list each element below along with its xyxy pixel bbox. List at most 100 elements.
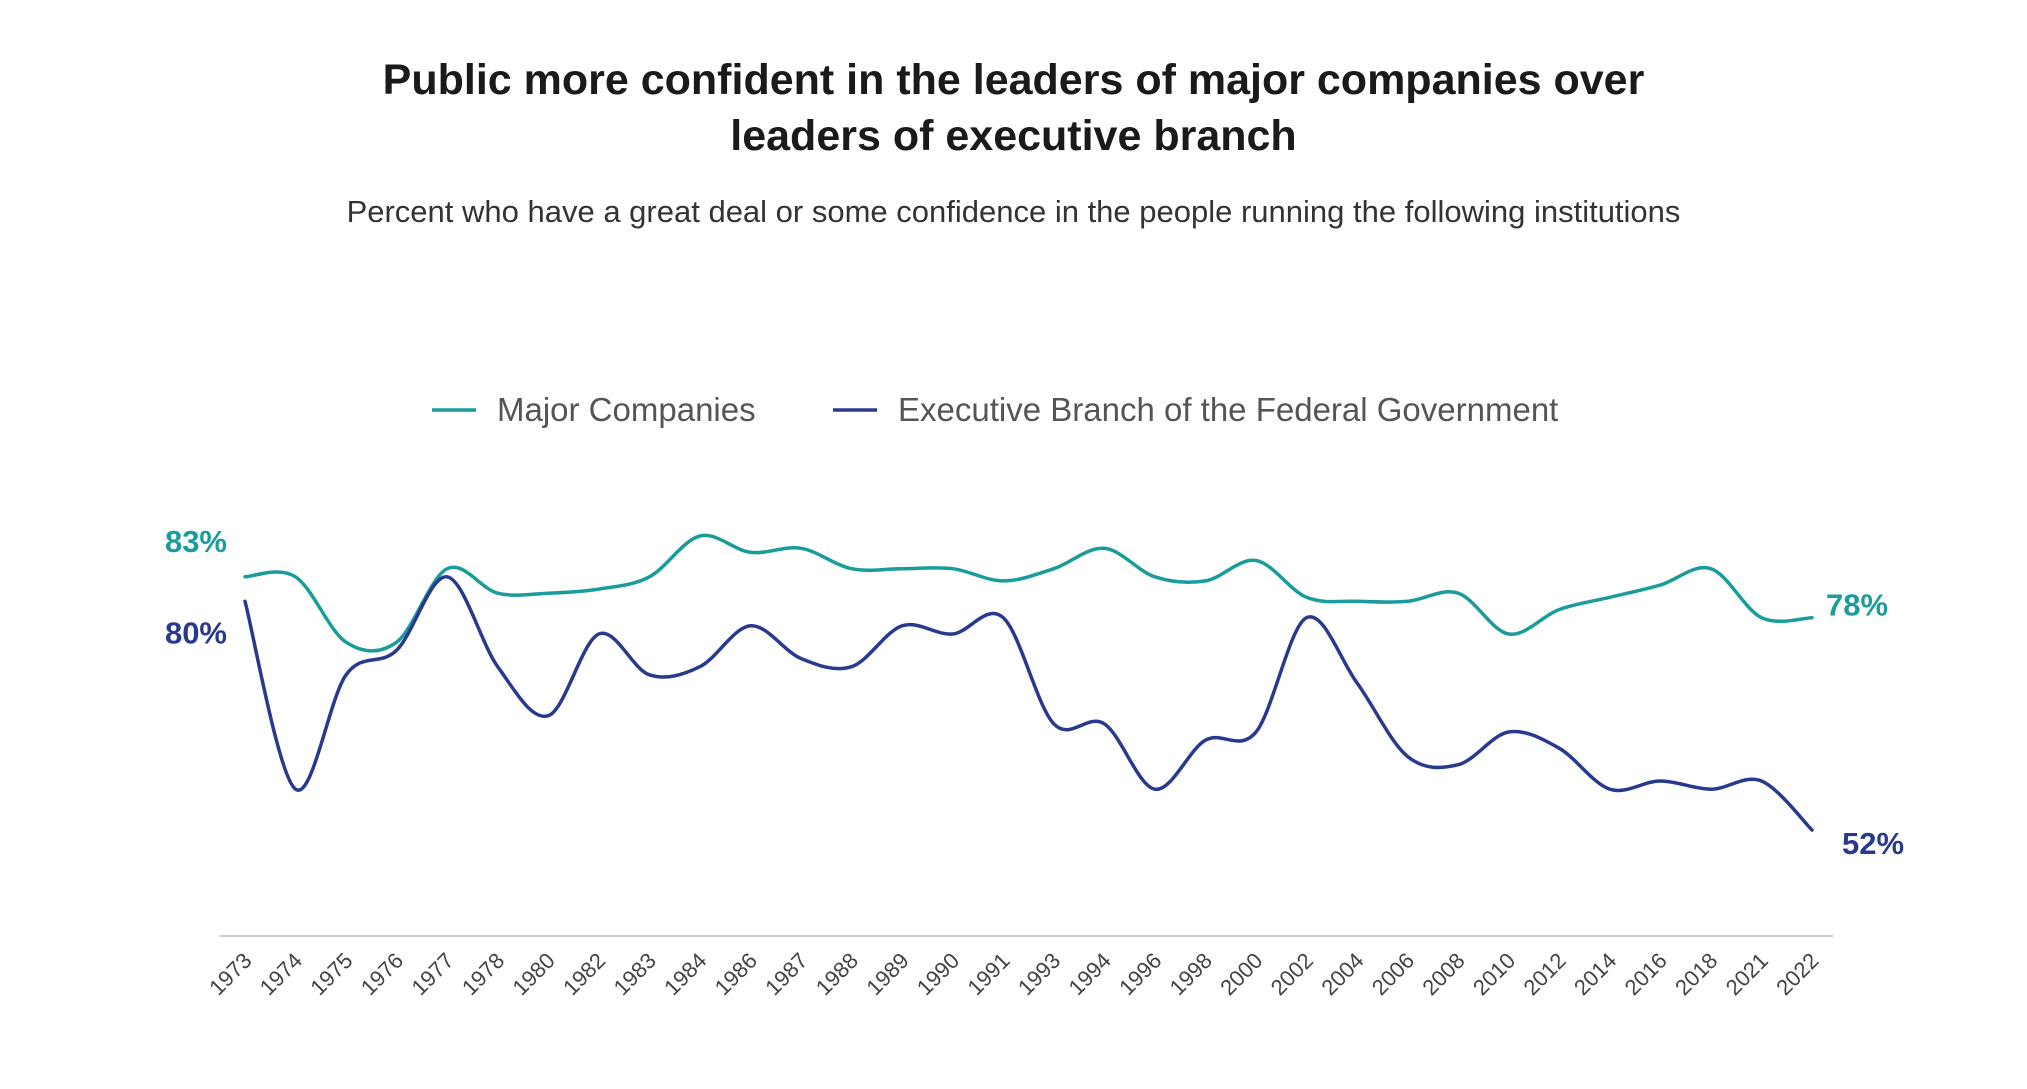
x-tick-label-2014: 2014 bbox=[1569, 948, 1621, 1000]
x-tick-label-2012: 2012 bbox=[1519, 948, 1571, 1000]
series-1-point-1984 bbox=[698, 665, 701, 668]
series-0-start-label: 83% bbox=[165, 524, 227, 559]
series-1-point-1975 bbox=[345, 673, 348, 676]
series-0-point-2002 bbox=[1305, 596, 1308, 599]
series-0-point-1973 bbox=[244, 575, 247, 578]
series-0-point-2000 bbox=[1254, 559, 1257, 562]
series-1-point-2014 bbox=[1608, 788, 1611, 791]
series-1-start-label: 80% bbox=[165, 615, 227, 650]
series-1-point-1974 bbox=[294, 788, 297, 791]
series-0-point-2010 bbox=[1507, 633, 1510, 636]
chart-title-line-2: leaders of executive branch bbox=[730, 112, 1297, 160]
x-tick-label-1990: 1990 bbox=[912, 948, 964, 1000]
series-line-1 bbox=[243, 575, 1814, 832]
series-0-point-1980 bbox=[547, 592, 550, 595]
x-tick-label-1978: 1978 bbox=[457, 948, 509, 1000]
series-1-point-2006 bbox=[1406, 755, 1409, 758]
series-1-point-2022 bbox=[1811, 829, 1814, 832]
series-0-point-1996 bbox=[1153, 575, 1156, 578]
series-1-point-2012 bbox=[1558, 747, 1561, 750]
x-tick-label-1993: 1993 bbox=[1013, 948, 1065, 1000]
x-tick-label-2002: 2002 bbox=[1266, 948, 1318, 1000]
series-0-point-1977 bbox=[446, 567, 449, 570]
series-0-point-1987 bbox=[800, 547, 803, 550]
x-tick-label-1994: 1994 bbox=[1064, 948, 1116, 1000]
x-tick-label-2016: 2016 bbox=[1620, 948, 1672, 1000]
series-0-point-1983 bbox=[648, 575, 651, 578]
series-1-point-1998 bbox=[1204, 739, 1207, 742]
series-0-point-1994 bbox=[1103, 547, 1106, 550]
chart-title-line-1: Public more confident in the leaders of … bbox=[382, 56, 1645, 104]
series-0-end-label: 78% bbox=[1826, 588, 1888, 623]
x-tick-label-2021: 2021 bbox=[1721, 948, 1773, 1000]
series-0-point-2008 bbox=[1457, 592, 1460, 595]
x-tick-label-1982: 1982 bbox=[558, 948, 610, 1000]
x-tick-label-1980: 1980 bbox=[508, 948, 560, 1000]
series-1-point-1977 bbox=[446, 575, 449, 578]
series-0-point-1984 bbox=[698, 535, 701, 538]
legend: Major Companies Executive Branch of the F… bbox=[432, 391, 1558, 428]
x-tick-label-1974: 1974 bbox=[255, 948, 307, 1000]
series-1-point-2004 bbox=[1356, 682, 1359, 685]
x-tick-label-2008: 2008 bbox=[1417, 948, 1469, 1000]
x-tick-label-2000: 2000 bbox=[1215, 948, 1267, 1000]
x-tick-label-1977: 1977 bbox=[406, 948, 458, 1000]
series-1-point-1993 bbox=[1052, 722, 1055, 725]
legend-label-1: Executive Branch of the Federal Governme… bbox=[898, 391, 1558, 428]
series-1-point-1980 bbox=[547, 714, 550, 717]
series-0-point-1991 bbox=[1002, 579, 1005, 582]
series-1-point-2016 bbox=[1659, 780, 1662, 783]
series-0-point-2014 bbox=[1608, 596, 1611, 599]
series-1-point-1990 bbox=[951, 633, 954, 636]
series-0-point-2022 bbox=[1811, 616, 1814, 619]
x-tick-label-1983: 1983 bbox=[609, 948, 661, 1000]
series-0-point-2012 bbox=[1558, 608, 1561, 611]
chart-title: Public more confident in the leaders of … bbox=[0, 52, 2027, 164]
legend-label-0: Major Companies bbox=[497, 391, 756, 428]
x-tick-label-1973: 1973 bbox=[204, 948, 256, 1000]
series-0-point-2006 bbox=[1406, 600, 1409, 603]
series-0-point-1993 bbox=[1052, 567, 1055, 570]
series-1-point-1994 bbox=[1103, 722, 1106, 725]
series-0-point-1988 bbox=[850, 567, 853, 570]
series-1-point-2010 bbox=[1507, 731, 1510, 734]
series-0-point-1998 bbox=[1204, 579, 1207, 582]
x-tick-label-2004: 2004 bbox=[1316, 948, 1368, 1000]
label-layer: 83% 78% 80% 52% bbox=[165, 524, 1904, 861]
x-tick-label-1986: 1986 bbox=[710, 948, 762, 1000]
series-1-point-1978 bbox=[496, 665, 499, 668]
series-layer bbox=[243, 533, 1814, 832]
series-1-point-2021 bbox=[1760, 780, 1763, 783]
x-tick-label-1988: 1988 bbox=[811, 948, 863, 1000]
series-line-0 bbox=[243, 533, 1814, 653]
series-1-point-1996 bbox=[1153, 788, 1156, 791]
x-tick-labels: 1973197419751976197719781980198219831984… bbox=[204, 948, 1823, 1000]
series-0-point-1975 bbox=[345, 641, 348, 644]
x-tick-label-1989: 1989 bbox=[861, 948, 913, 1000]
series-0-point-2018 bbox=[1709, 567, 1712, 570]
series-0-point-1986 bbox=[749, 551, 752, 554]
x-tick-label-1996: 1996 bbox=[1114, 948, 1166, 1000]
series-1-point-2002 bbox=[1305, 616, 1308, 619]
x-tick-label-1975: 1975 bbox=[305, 948, 357, 1000]
series-0-point-2021 bbox=[1760, 616, 1763, 619]
x-tick-label-1991: 1991 bbox=[962, 948, 1014, 1000]
x-tick-label-1976: 1976 bbox=[356, 948, 408, 1000]
chart-subtitle: Percent who have a great deal or some co… bbox=[346, 194, 1681, 229]
series-0-point-1990 bbox=[951, 567, 954, 570]
x-tick-label-1998: 1998 bbox=[1165, 948, 1217, 1000]
series-0-point-1974 bbox=[294, 575, 297, 578]
series-1-point-1983 bbox=[648, 673, 651, 676]
x-tick-label-2010: 2010 bbox=[1468, 948, 1520, 1000]
series-1-point-1976 bbox=[395, 649, 398, 652]
series-1-point-1991 bbox=[1002, 616, 1005, 619]
series-0-point-1989 bbox=[901, 567, 904, 570]
x-tick-label-2006: 2006 bbox=[1367, 948, 1419, 1000]
series-1-point-2008 bbox=[1457, 763, 1460, 766]
x-tick-label-2022: 2022 bbox=[1771, 948, 1823, 1000]
series-1-point-2000 bbox=[1254, 731, 1257, 734]
series-1-point-1973 bbox=[244, 600, 247, 603]
series-1-point-1986 bbox=[749, 624, 752, 627]
x-tick-label-1984: 1984 bbox=[659, 948, 711, 1000]
